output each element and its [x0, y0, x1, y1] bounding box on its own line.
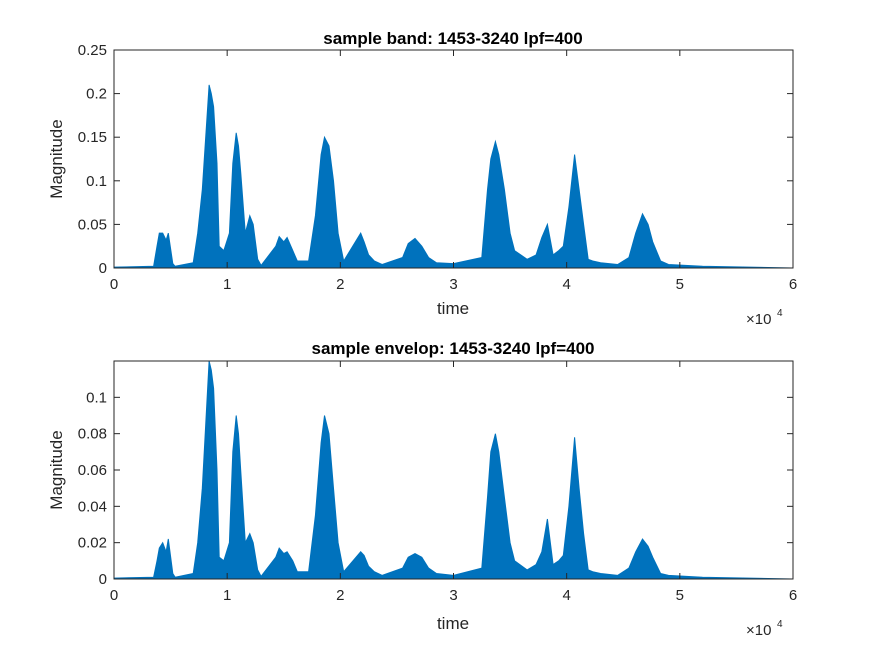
y-ticks: 0 0.05 0.1 0.15 0.2 0.25	[78, 42, 793, 277]
y-tick-label: 0.02	[78, 535, 107, 552]
x-tick-label: 3	[449, 276, 457, 293]
y-tick-label: 0.05	[78, 216, 107, 233]
x-tick-label: 0	[110, 276, 118, 293]
y-ticks: 0 0.02 0.04 0.06 0.08 0.1	[78, 389, 793, 588]
y-tick-label: 0.15	[78, 129, 107, 146]
axes-background	[114, 50, 793, 268]
x-exponent-base: ×10	[746, 311, 771, 328]
y-tick-label: 0.25	[78, 42, 107, 59]
y-tick-label: 0.1	[86, 389, 107, 406]
x-tick-label: 1	[223, 587, 231, 604]
plot-area	[113, 360, 794, 580]
x-exponent-base: ×10	[746, 622, 771, 639]
subplot-envelope: sample envelop: 1453-3240 lpf=400 0 1 2 3 4 5…	[47, 339, 797, 639]
chart-title: sample envelop: 1453-3240 lpf=400	[311, 339, 594, 358]
x-tick-label: 4	[562, 276, 570, 293]
y-axis-label: Magnitude	[47, 119, 66, 198]
x-axis-label: time	[437, 299, 469, 318]
x-ticks: 0 1 2 3 4 5 6	[110, 50, 797, 293]
x-exponent-power: 4	[777, 619, 783, 630]
x-tick-label: 3	[449, 587, 457, 604]
x-tick-label: 6	[789, 276, 797, 293]
axes-background	[114, 361, 793, 579]
x-tick-label: 5	[676, 276, 684, 293]
envelope-area	[113, 360, 794, 580]
x-axis-label: time	[437, 614, 469, 633]
y-tick-label: 0.04	[78, 498, 107, 515]
x-exponent-label: ×10 4	[746, 619, 783, 639]
x-tick-label: 4	[562, 587, 570, 604]
x-tick-label: 5	[676, 587, 684, 604]
subplot-band: sample band: 1453-3240 lpf=400 0 1 2 3 4 5 6 0…	[47, 29, 797, 328]
plot-area	[113, 49, 794, 269]
band-area	[113, 84, 794, 269]
x-tick-label: 1	[223, 276, 231, 293]
y-tick-label: 0	[99, 571, 107, 588]
x-tick-label: 2	[336, 276, 344, 293]
y-tick-label: 0.2	[86, 86, 107, 103]
x-tick-label: 6	[789, 587, 797, 604]
x-ticks: 0 1 2 3 4 5 6	[110, 361, 797, 604]
x-exponent-label: ×10 4	[746, 308, 783, 328]
y-axis-label: Magnitude	[47, 430, 66, 509]
y-tick-label: 0.08	[78, 426, 107, 443]
chart-title: sample band: 1453-3240 lpf=400	[323, 29, 582, 48]
y-tick-label: 0.06	[78, 462, 107, 479]
x-tick-label: 0	[110, 587, 118, 604]
x-exponent-power: 4	[777, 308, 783, 319]
x-tick-label: 2	[336, 587, 344, 604]
y-tick-label: 0.1	[86, 173, 107, 190]
y-tick-label: 0	[99, 260, 107, 277]
